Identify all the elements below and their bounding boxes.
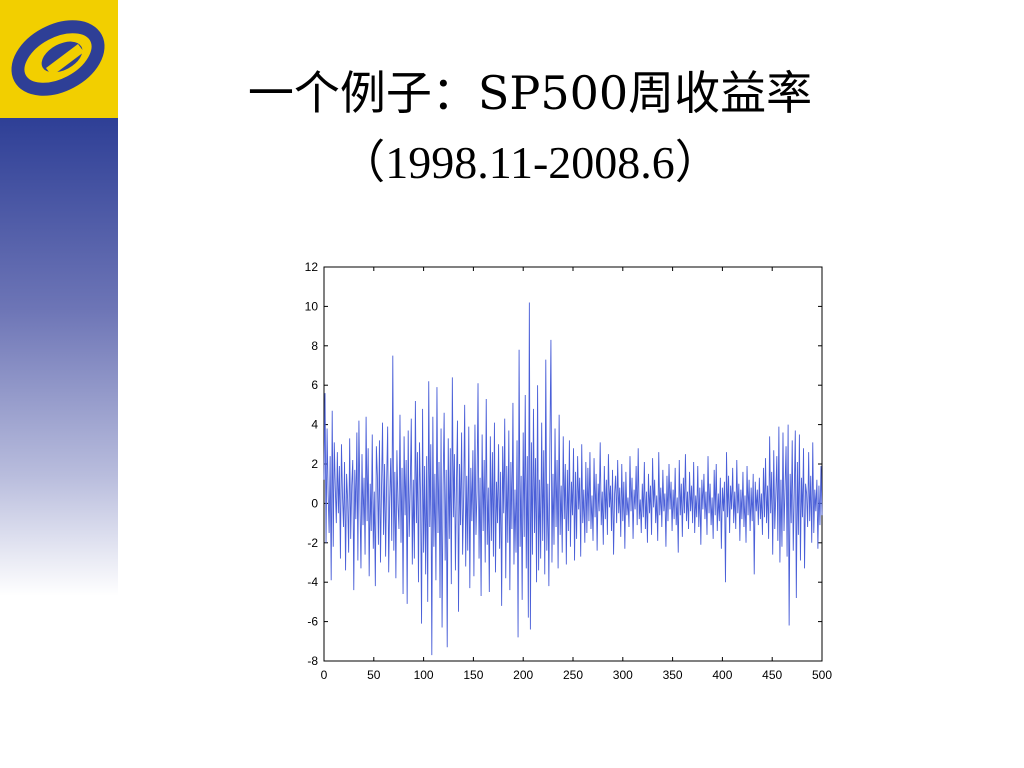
x-tick-label: 50 [367,668,381,682]
tick-labels: 0 50 100 150 200 250 300 350 400 450 500 -8 -6 -4 -2 0 2… [305,260,833,682]
x-tick-label: 350 [663,668,683,682]
y-tick-label: -4 [307,575,318,589]
y-tick-label: 6 [311,378,318,392]
y-tick-label: 0 [311,496,318,510]
y-tick-label: 10 [305,299,319,313]
y-tick-label: 12 [305,260,319,274]
x-tick-label: 0 [321,668,328,682]
logo-block [0,0,118,118]
y-tick-label: 4 [311,418,318,432]
slide-subtitle: （1998.11-2008.6） [339,137,721,188]
slide-title: 一个例子：SP500周收益率 [247,66,813,120]
x-tick-label: 400 [712,668,732,682]
sidebar-gradient [0,118,118,596]
x-tick-label: 500 [812,668,832,682]
x-tick-label: 200 [513,668,533,682]
x-tick-label: 300 [613,668,633,682]
axis-ticks [323,266,823,662]
y-tick-label: -6 [307,615,318,629]
stats-logo-icon [11,20,105,96]
x-tick-label: 450 [762,668,782,682]
x-tick-label: 150 [463,668,483,682]
series-line-sp500 [323,302,823,656]
y-tick-label: 2 [311,457,318,471]
x-tick-label: 250 [563,668,583,682]
y-tick-label: -8 [307,654,318,668]
y-tick-label: 8 [311,339,318,353]
x-tick-label: 100 [414,668,434,682]
y-tick-label: -2 [307,536,318,550]
